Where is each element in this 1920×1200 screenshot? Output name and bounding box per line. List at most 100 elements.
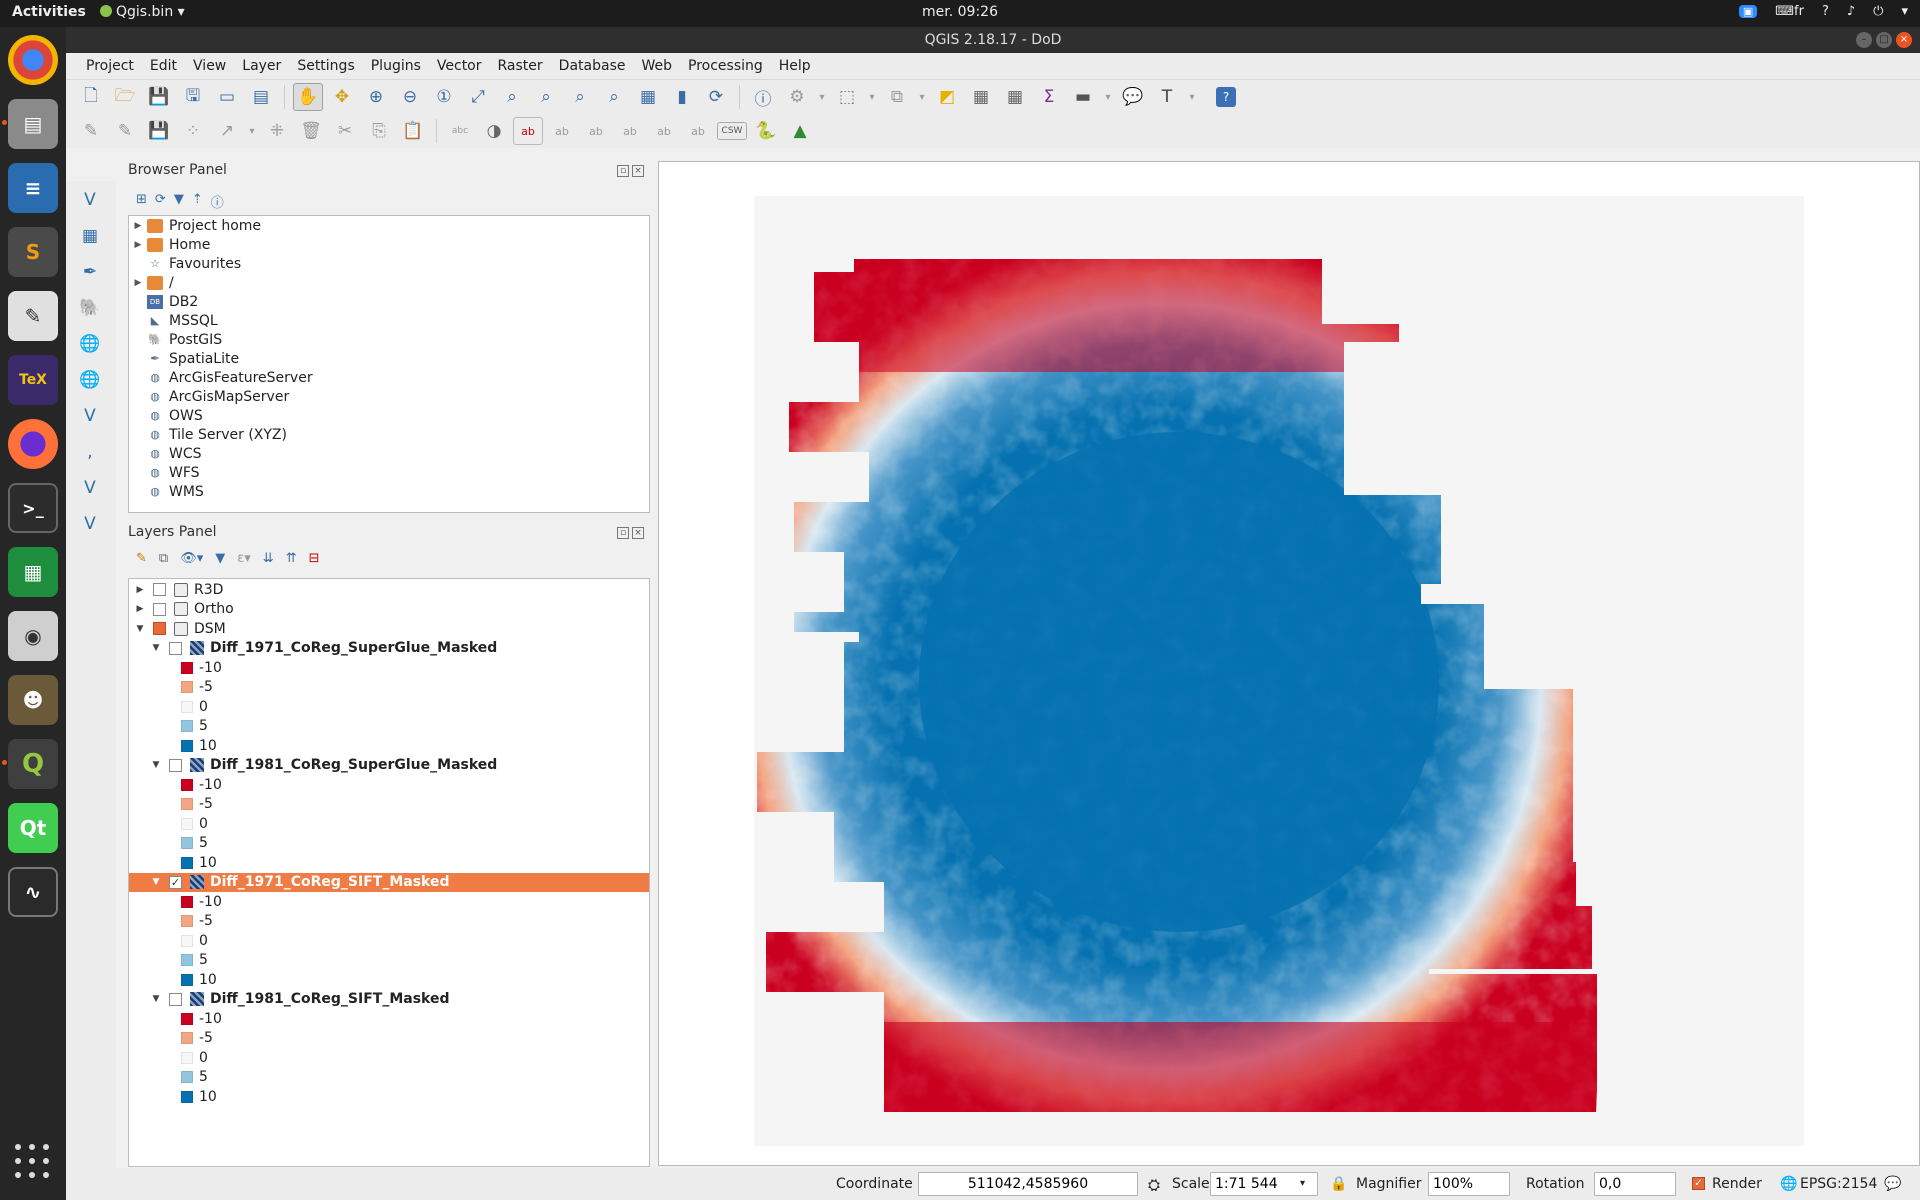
zoom-next-icon[interactable]: ⌕ — [609, 87, 619, 107]
layer-row[interactable]: ▼ Diff_1971_CoReg_SuperGlue_Masked — [129, 639, 649, 659]
chevron-down-icon[interactable]: ▾ — [919, 91, 925, 103]
field-calculator-icon[interactable]: ▦ — [1006, 87, 1024, 107]
zoom-layer-icon[interactable]: ⌕ — [541, 87, 551, 107]
style-icon[interactable]: ◑ — [486, 121, 502, 141]
zoom-out-icon[interactable]: ⊖ — [402, 87, 418, 107]
group-checkbox[interactable] — [153, 602, 166, 616]
zoom-full-icon[interactable]: ⤢ — [471, 87, 485, 107]
menu-web[interactable]: Web — [641, 58, 673, 74]
rotate-label-icon[interactable]: ab — [623, 124, 637, 138]
csw-icon[interactable]: CSW — [717, 122, 747, 140]
new-shapefile-icon[interactable]: V — [84, 514, 96, 534]
browser-item[interactable]: ▶ / — [129, 273, 649, 292]
magnifier-spinbox[interactable] — [1428, 1172, 1510, 1196]
image-viewer-icon[interactable]: ◉ — [8, 611, 58, 661]
expand-arrow-icon[interactable]: ▼ — [152, 643, 160, 654]
keyboard-icon[interactable]: ⌨fr — [1775, 4, 1804, 19]
add-feature-icon[interactable]: ⁘ — [185, 121, 201, 141]
label-icon[interactable]: abc — [451, 126, 469, 136]
map-tips-icon[interactable]: 💬 — [1122, 87, 1144, 107]
remove-layer-icon[interactable]: ⊟ — [308, 551, 320, 566]
pan-icon[interactable]: ✋ — [293, 83, 323, 111]
pin-labels-icon[interactable]: ab — [513, 117, 543, 145]
select-by-value-icon[interactable]: ⧉ — [890, 87, 904, 107]
menu-project[interactable]: Project — [86, 58, 134, 74]
expand-arrow-icon[interactable]: ▼ — [136, 623, 144, 634]
map-canvas[interactable] — [658, 161, 1920, 1166]
composer-manager-icon[interactable]: ▤ — [252, 87, 270, 107]
layer-checkbox[interactable] — [169, 641, 182, 655]
lock-icon[interactable]: 🔒 — [1330, 1176, 1348, 1192]
accessibility-icon[interactable]: ? — [1821, 4, 1829, 19]
browser-item[interactable]: DB DB2 — [129, 292, 649, 311]
filter-legend-icon[interactable]: ▼ — [215, 551, 226, 566]
layer-group-row[interactable]: ▶ Ortho — [129, 600, 649, 620]
menu-raster[interactable]: Raster — [497, 58, 543, 74]
gimp-icon[interactable]: ☻ — [8, 675, 58, 725]
writer-icon[interactable]: ≡ — [8, 163, 58, 213]
print-composer-icon[interactable]: ▭ — [218, 87, 236, 107]
chevron-down-icon[interactable]: ▾ — [869, 91, 875, 103]
browser-item[interactable]: ☆ Favourites — [129, 254, 649, 273]
group-checkbox[interactable] — [153, 583, 166, 597]
close-icon[interactable]: × — [632, 527, 644, 539]
delete-selected-icon[interactable]: 🗑 — [300, 121, 322, 141]
properties-icon[interactable]: ⓘ — [210, 196, 224, 211]
layer-checkbox[interactable]: ✓ — [169, 875, 182, 889]
menu-edit[interactable]: Edit — [149, 58, 178, 74]
layer-checkbox[interactable] — [169, 758, 182, 772]
add-delimited-text-icon[interactable]: , — [87, 442, 93, 462]
expand-arrow-icon[interactable]: ▶ — [136, 584, 144, 595]
menu-settings[interactable]: Settings — [297, 58, 355, 74]
render-checkbox[interactable]: ✓ — [1692, 1177, 1705, 1190]
close-icon[interactable]: × — [1896, 32, 1912, 48]
add-wfs-icon[interactable]: V — [84, 406, 96, 426]
float-icon[interactable]: ▫ — [617, 165, 629, 177]
save-edits-icon[interactable]: 💾 — [148, 121, 170, 141]
clock[interactable]: mer. 09:26 — [922, 4, 998, 20]
label-props-icon[interactable]: ab — [691, 124, 705, 138]
menu-plugins[interactable]: Plugins — [370, 58, 421, 74]
statistics-icon[interactable]: Σ — [1043, 87, 1055, 107]
minimize-icon[interactable]: – — [1856, 32, 1872, 48]
browser-item[interactable]: ✒ SpatiaLite — [129, 349, 649, 368]
open-project-icon[interactable]: 🗁 — [114, 85, 136, 106]
browser-item[interactable]: ▶ Home — [129, 235, 649, 254]
chevron-down-icon[interactable]: ▾ — [1300, 1178, 1306, 1189]
filter-icon[interactable]: ▼ — [173, 192, 184, 207]
expand-arrow-icon[interactable]: ▼ — [152, 877, 160, 888]
float-icon[interactable]: ▫ — [617, 527, 629, 539]
browser-item[interactable]: ◍ ArcGisFeatureServer — [129, 368, 649, 387]
activities-button[interactable]: Activities — [12, 4, 86, 20]
layer-row[interactable]: ▼ Diff_1981_CoReg_SIFT_Masked — [129, 990, 649, 1010]
browser-item[interactable]: ▶ Project home — [129, 216, 649, 235]
new-map-view-icon[interactable]: ▦ — [639, 87, 657, 107]
expand-arrow-icon[interactable]: ▶ — [134, 220, 142, 231]
crs-icon[interactable]: 🌐 — [1780, 1176, 1798, 1192]
menu-view[interactable]: View — [193, 58, 227, 74]
messages-icon[interactable]: 💬 — [1884, 1176, 1902, 1192]
qgis-icon[interactable]: Q — [2, 739, 58, 789]
chevron-down-icon[interactable]: ▾ — [1105, 91, 1111, 103]
group-checkbox[interactable] — [153, 622, 166, 636]
zoom-selection-icon[interactable]: ⌕ — [507, 87, 517, 107]
select-features-icon[interactable]: ⬚ — [838, 87, 856, 107]
move-label-icon[interactable]: ab — [589, 124, 603, 138]
pan-to-selection-icon[interactable]: ✥ — [334, 87, 350, 107]
cut-icon[interactable]: ✂ — [337, 121, 353, 141]
expand-arrow-icon[interactable]: ▼ — [152, 760, 160, 771]
layer-styling-icon[interactable]: ✎ — [136, 551, 147, 566]
add-wcs-icon[interactable]: 🌐 — [79, 370, 101, 390]
expand-arrow-icon[interactable]: ▶ — [136, 604, 144, 615]
expand-arrow-icon[interactable]: ▶ — [134, 277, 142, 288]
scale-combo[interactable] — [1210, 1172, 1318, 1196]
add-raster-layer-icon[interactable]: ▦ — [81, 226, 99, 246]
power-icon[interactable]: ⏻ — [1873, 4, 1884, 19]
measure-icon[interactable]: ▬ — [1074, 87, 1092, 107]
expand-arrow-icon[interactable]: ▶ — [134, 239, 142, 250]
add-virtual-layer-icon[interactable]: V — [84, 478, 96, 498]
edit-pen-icon[interactable]: ✎ — [117, 121, 133, 141]
expand-arrow-icon[interactable]: ▼ — [152, 994, 160, 1005]
zoom-last-icon[interactable]: ⌕ — [575, 87, 585, 107]
move-feature-icon[interactable]: ↗ — [219, 121, 235, 141]
